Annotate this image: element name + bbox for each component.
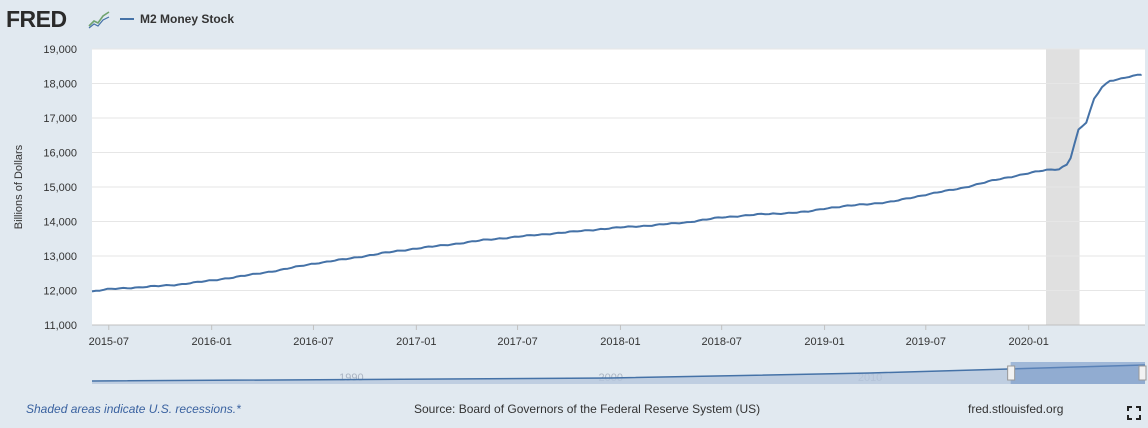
x-tick-label: 2017-07: [497, 336, 537, 348]
series-line-m2: [91, 73, 1143, 293]
x-axis: 2015-07 2016-01 2016-07 2017-01 2017-07 2018-…: [89, 324, 1145, 348]
recession-note[interactable]: Shaded areas indicate U.S. recessions.*: [26, 402, 241, 416]
y-axis: 11,000 12,000 13,000 14,000 15,000 16,000 17,0…: [43, 44, 77, 332]
grid-layer: [92, 48, 1145, 291]
y-tick-label: 13,000: [43, 251, 77, 263]
y-tick-label: 17,000: [43, 113, 77, 125]
y-tick-label: 11,000: [44, 320, 77, 332]
x-tick-label: 2019-07: [906, 336, 946, 348]
legend-label: M2 Money Stock: [140, 12, 235, 26]
navigator-handle: [1138, 365, 1147, 381]
expand-icon[interactable]: [1126, 405, 1142, 421]
navigator-selection: [1010, 362, 1145, 384]
source-text: Source: Board of Governors of the Federa…: [414, 402, 761, 416]
series-layer: [91, 73, 1143, 293]
site-link[interactable]: fred.stlouisfed.org: [968, 402, 1064, 416]
x-tick-label: 2018-01: [600, 336, 640, 348]
line-chart: 11,000 12,000 13,000 14,000 15,000 16,000 17,0…: [13, 44, 1147, 384]
y-tick-label: 15,000: [43, 182, 77, 194]
x-tick-label: 2016-01: [191, 336, 231, 348]
x-tick-label: 2019-01: [804, 336, 844, 348]
y-tick-label: 14,000: [43, 217, 77, 229]
x-tick-label: 2016-07: [293, 336, 333, 348]
y-axis-label: Billions of Dollars: [13, 144, 25, 229]
navigator-handle: [1007, 365, 1016, 381]
y-tick-label: 18,000: [43, 79, 77, 91]
x-tick-label: 2015-07: [89, 336, 129, 348]
range-navigator[interactable]: 199020002010: [91, 362, 1147, 384]
legend[interactable]: M2 Money Stock: [120, 12, 234, 26]
legend-swatch: [120, 18, 134, 20]
y-tick-label: 12,000: [43, 286, 77, 298]
navigator-area: [92, 365, 1145, 384]
y-tick-label: 16,000: [43, 148, 77, 160]
fred-logo[interactable]: FRED: [6, 6, 67, 32]
x-tick-label: 2020-01: [1008, 336, 1048, 348]
x-tick-label: 2017-01: [396, 336, 436, 348]
x-tick-label: 2018-07: [701, 336, 741, 348]
line-graph-icon: [88, 9, 110, 29]
chart-header: FRED M2 Money Stock: [0, 0, 1148, 44]
y-tick-label: 19,000: [43, 44, 77, 56]
